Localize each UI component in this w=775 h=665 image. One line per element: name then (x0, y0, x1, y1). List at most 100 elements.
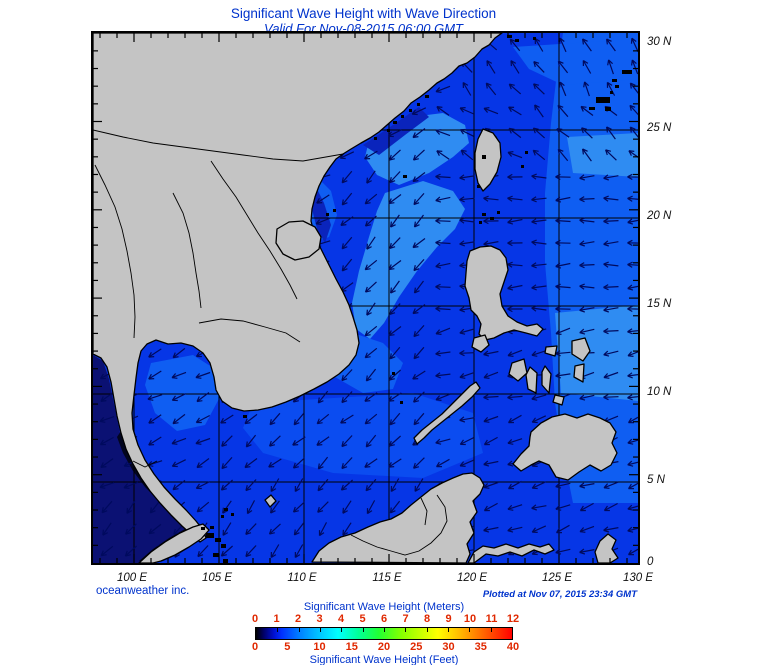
wave-arrow (245, 434, 257, 448)
wave-arrow (435, 217, 451, 225)
land-natuna (264, 494, 277, 508)
wave-arrow (244, 458, 258, 469)
wave-arrow (436, 150, 450, 160)
wave-arrow (390, 214, 400, 228)
wave-arrow (413, 259, 425, 272)
meter-tick-label: 7 (402, 613, 409, 625)
wave-arrow (627, 416, 638, 424)
x-axis-label: 120 E (456, 572, 488, 584)
wave-arrow (340, 414, 354, 424)
wave-arrow (627, 504, 638, 511)
wave-arrow (606, 126, 616, 140)
wave-arrow (459, 372, 475, 379)
wave-arrow (627, 261, 638, 268)
island-speck (482, 155, 486, 159)
wave-arrow (413, 193, 425, 206)
y-axis-label: 5 N (647, 474, 665, 486)
country-border (93, 129, 344, 162)
wave-arrow (531, 239, 547, 246)
country-border (172, 192, 202, 309)
wave-arrow (171, 437, 187, 445)
wave-arrow (607, 59, 614, 75)
wave-arrow (510, 60, 520, 74)
wave-arrow (507, 195, 523, 202)
colorbar-tick (256, 628, 257, 632)
wave-arrow (126, 500, 136, 514)
wave-arrow (603, 306, 619, 313)
wave-arrow (413, 325, 425, 338)
wave-arrow (559, 81, 567, 97)
island-speck (596, 97, 610, 103)
wave-arrow (172, 413, 186, 425)
wave-arrow (341, 369, 353, 382)
wave-arrow (507, 414, 522, 424)
wave-arrow (196, 501, 210, 513)
wave-arrow (459, 107, 475, 115)
wave-arrow (245, 545, 257, 558)
wave-arrow (318, 522, 328, 537)
wave-arrow (627, 438, 638, 445)
wave-arrow (148, 370, 162, 380)
wave-arrow (435, 327, 451, 335)
wave-arrow (603, 284, 619, 291)
wave-arrow (221, 435, 233, 447)
wave-arrow (531, 218, 547, 225)
colorbar-tick (512, 628, 513, 632)
wave-arrow (531, 481, 547, 490)
land-bohol (552, 394, 565, 406)
wave-arrow (628, 150, 638, 158)
island-speck (400, 401, 403, 404)
wave-arrow (531, 350, 547, 357)
x-axis-label: 115 E (372, 572, 402, 584)
wave-arrow (507, 173, 523, 181)
island-speck (201, 527, 205, 530)
wave-arrow (364, 281, 377, 293)
wave-arrow (603, 174, 619, 181)
wave-arrow (508, 106, 522, 116)
x-axis-label: 100 E (116, 572, 148, 584)
wave-arrow (435, 438, 451, 445)
wave-arrow (435, 129, 451, 137)
wave-arrow (245, 523, 257, 535)
wave-arrow (532, 127, 545, 139)
wave-arrow (100, 458, 114, 468)
wave-arrow (507, 151, 523, 159)
wave-arrow (629, 126, 638, 138)
wave-arrow (579, 525, 595, 533)
wave-arrow (388, 435, 401, 447)
wave-arrow (555, 239, 571, 247)
wave-arrow (413, 346, 425, 360)
wave-arrow (341, 170, 353, 184)
feet-tick-label: 10 (313, 641, 326, 653)
wave-arrow (583, 81, 590, 97)
meter-tick-label: 9 (445, 613, 452, 625)
wave-arrow (507, 261, 523, 268)
island-speck (515, 39, 519, 42)
x-axis-label: 125 E (541, 572, 573, 584)
wave-arrow (341, 258, 353, 272)
wave-arrow (531, 262, 547, 269)
feet-tick-label: 30 (442, 641, 455, 653)
wave-arrow (556, 128, 570, 138)
island-speck (393, 121, 397, 124)
wave-arrow (507, 239, 523, 247)
wave-arrow (483, 460, 499, 467)
colorbar-tick (405, 628, 407, 632)
wave-arrow (364, 347, 378, 359)
wave-arrow (531, 415, 547, 424)
land-palawan (413, 381, 481, 445)
wave-arrow (603, 371, 619, 379)
wave-arrow (508, 127, 522, 139)
wave-arrow (364, 215, 377, 227)
meter-tick-label: 2 (294, 613, 302, 625)
meter-tick-label: 11 (485, 613, 498, 625)
wave-arrow (340, 216, 354, 226)
wave-arrow (413, 280, 424, 294)
wave-arrow (483, 217, 499, 225)
wave-arrow (435, 283, 451, 291)
wave-arrow (244, 413, 258, 425)
wave-arrow (341, 236, 353, 250)
wave-arrow (483, 481, 499, 489)
wave-arrow (245, 479, 257, 492)
wave-arrow (435, 239, 451, 246)
